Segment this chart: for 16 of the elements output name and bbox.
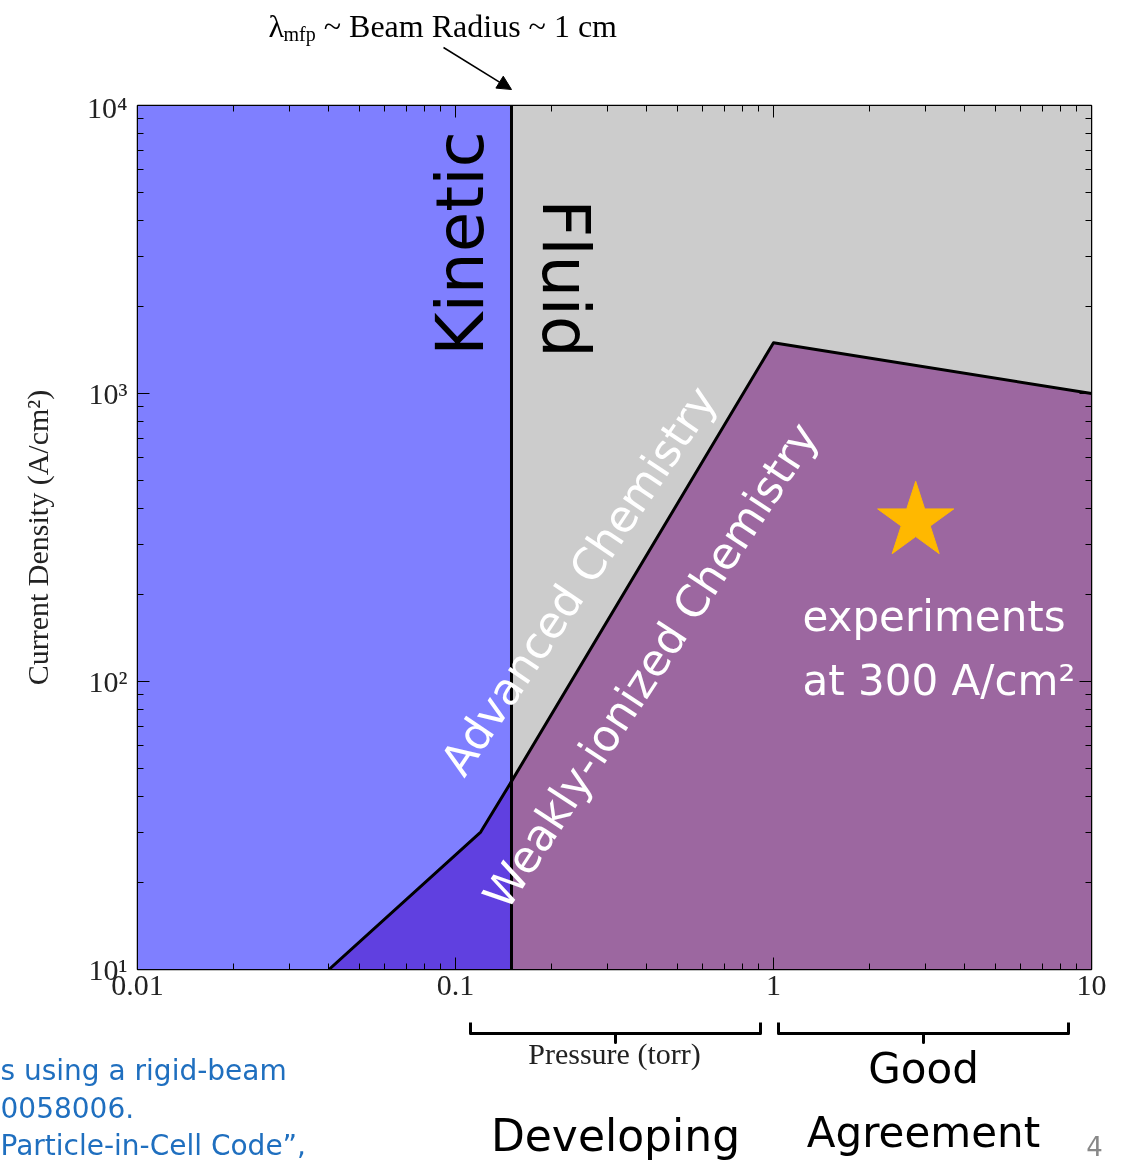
text: Good Agreement <box>806 1044 1041 1157</box>
x-tick-label: 0.1 <box>436 967 475 1001</box>
x-axis-title: Pressure (torr) <box>528 1037 701 1071</box>
band-label: Kinetic <box>422 131 499 356</box>
text: 4 <box>1086 1131 1103 1162</box>
text: 0058006. <box>0 1092 135 1125</box>
y-tick-label: 10³ <box>88 377 128 410</box>
x-tick-label: 1 <box>766 967 781 1001</box>
x-tick-label: 10 <box>1076 967 1107 1001</box>
text: Particle-in-Cell Code”, <box>0 1129 307 1162</box>
text: s using a rigid-beam <box>0 1054 287 1087</box>
y-tick-label: 10² <box>88 665 128 698</box>
y-tick-label: 10⁴ <box>87 90 128 124</box>
y-axis-title: Current Density (A/cm²) <box>21 389 56 686</box>
band-label: Fluid <box>527 199 604 358</box>
text: Developing <box>490 1110 741 1161</box>
